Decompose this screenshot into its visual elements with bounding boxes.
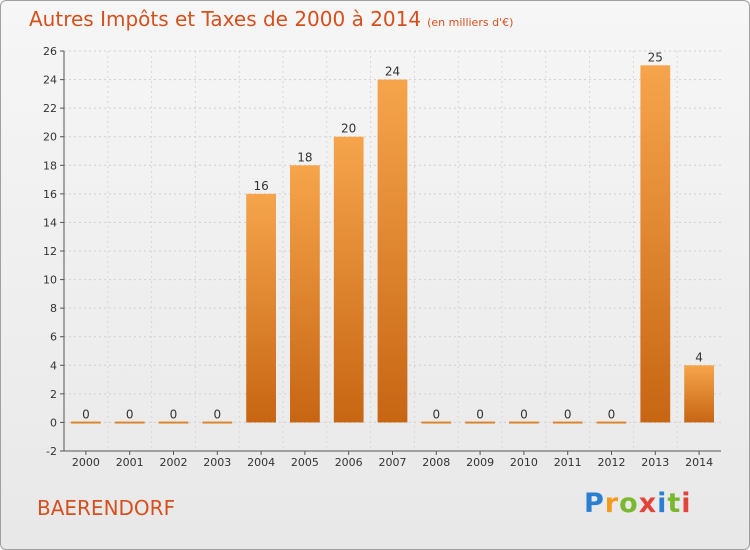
y-tick-label: -2 bbox=[46, 445, 57, 458]
bars bbox=[71, 65, 714, 424]
bar-value-label: 0 bbox=[608, 407, 616, 421]
x-tick-label: 2002 bbox=[160, 456, 188, 469]
bar bbox=[509, 421, 539, 424]
y-tick-label: 6 bbox=[50, 331, 57, 344]
bar-value-label: 0 bbox=[170, 407, 178, 421]
bar-value-label: 16 bbox=[253, 179, 268, 193]
logo-letter-t: t bbox=[667, 488, 682, 519]
commune-name: BAERENDORF bbox=[37, 496, 176, 520]
x-tick-label: 2008 bbox=[422, 456, 450, 469]
bar bbox=[421, 421, 452, 424]
bar-value-label: 0 bbox=[476, 407, 484, 421]
bar-value-label: 0 bbox=[213, 407, 221, 421]
x-tick-label: 2005 bbox=[291, 456, 319, 469]
y-tick-label: 8 bbox=[50, 302, 57, 315]
x-tick-label: 2011 bbox=[554, 456, 582, 469]
x-tick-label: 2003 bbox=[203, 456, 231, 469]
logo-letter-i2: i bbox=[681, 488, 692, 519]
y-tick-label: 0 bbox=[50, 416, 57, 429]
bar-value-label: 18 bbox=[297, 150, 312, 164]
bar bbox=[552, 421, 583, 424]
y-tick-label: 22 bbox=[43, 102, 57, 115]
y-tick-label: 24 bbox=[43, 74, 57, 87]
bar bbox=[158, 421, 189, 424]
logo-letter-x: x bbox=[638, 488, 658, 519]
bar-value-label: 0 bbox=[432, 407, 440, 421]
x-tick-label: 2001 bbox=[116, 456, 144, 469]
x-tick-label: 2012 bbox=[598, 456, 626, 469]
logo-letter-p: P bbox=[584, 488, 605, 519]
chart-title: Autres Impôts et Taxes de 2000 à 2014 (en… bbox=[29, 7, 513, 31]
y-tick-label: 12 bbox=[43, 245, 57, 258]
bar bbox=[640, 65, 671, 423]
logo-letter-o: o bbox=[619, 488, 639, 519]
y-tick-label: 26 bbox=[43, 45, 57, 58]
x-tick-label: 2010 bbox=[510, 456, 538, 469]
proxiti-logo[interactable]: Proxiti bbox=[584, 488, 692, 519]
bar-value-label: 24 bbox=[385, 65, 400, 79]
bar bbox=[377, 79, 408, 423]
bar bbox=[596, 421, 627, 424]
data-labels: 0 0 0 0 16 18 20 24 0 0 0 0 0 25 4 bbox=[82, 50, 703, 421]
x-tick-label: 2014 bbox=[685, 456, 713, 469]
y-tick-label: 14 bbox=[43, 216, 57, 229]
bar bbox=[290, 165, 320, 423]
bar bbox=[684, 365, 714, 423]
bar-value-label: 0 bbox=[82, 407, 90, 421]
bar bbox=[333, 136, 364, 423]
bar bbox=[246, 193, 276, 423]
bar-value-label: 25 bbox=[648, 50, 663, 64]
x-tick-label: 2000 bbox=[72, 456, 100, 469]
y-tick-label: 4 bbox=[50, 359, 57, 372]
bar-value-label: 20 bbox=[341, 122, 356, 136]
bar-value-label: 0 bbox=[520, 407, 528, 421]
bar-value-label: 0 bbox=[564, 407, 572, 421]
chart-title-unit: (en milliers d'€) bbox=[427, 16, 514, 29]
logo-letter-i: i bbox=[657, 488, 668, 519]
bar bbox=[202, 421, 233, 424]
bar bbox=[465, 421, 495, 424]
y-tick-label: 2 bbox=[50, 388, 57, 401]
y-tick-label: 10 bbox=[43, 274, 57, 287]
bar bbox=[114, 421, 145, 424]
y-tick-label: 16 bbox=[43, 188, 57, 201]
y-tick-label: 20 bbox=[43, 131, 57, 144]
chart-title-main: Autres Impôts et Taxes de 2000 à 2014 bbox=[29, 7, 422, 31]
x-tick-label: 2007 bbox=[379, 456, 407, 469]
x-tick-label: 2006 bbox=[335, 456, 363, 469]
x-tick-label: 2009 bbox=[466, 456, 494, 469]
x-tick-label: 2013 bbox=[641, 456, 669, 469]
x-tick-label: 2004 bbox=[247, 456, 275, 469]
grid-lines bbox=[64, 50, 721, 452]
y-tick-label: 18 bbox=[43, 159, 57, 172]
bar bbox=[71, 421, 101, 424]
bar-value-label: 4 bbox=[695, 350, 703, 364]
bar-value-label: 0 bbox=[126, 407, 134, 421]
logo-letter-r: r bbox=[604, 488, 620, 519]
